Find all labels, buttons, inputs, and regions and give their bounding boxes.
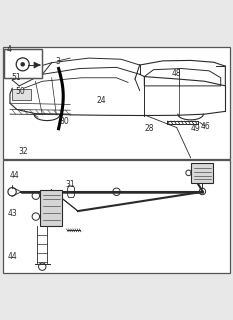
Text: 46: 46 — [201, 122, 211, 131]
Bar — [191, 163, 213, 183]
Text: 48: 48 — [172, 69, 182, 78]
Circle shape — [21, 62, 25, 67]
Bar — [4, 49, 42, 78]
Bar — [4, 49, 42, 78]
Text: 43: 43 — [8, 209, 17, 218]
Text: 44: 44 — [10, 171, 20, 180]
Text: 28: 28 — [144, 124, 154, 133]
Text: 51: 51 — [11, 73, 21, 82]
Bar — [3, 46, 230, 159]
Text: 30: 30 — [60, 117, 69, 126]
Bar — [4, 49, 42, 78]
Bar — [3, 46, 230, 159]
Text: 32: 32 — [18, 148, 28, 156]
Text: 24: 24 — [97, 96, 106, 105]
Bar — [3, 160, 230, 274]
Text: 44: 44 — [8, 252, 17, 260]
Text: 50: 50 — [16, 87, 25, 96]
Text: 31: 31 — [65, 180, 75, 189]
Bar — [3, 160, 230, 274]
Bar — [41, 190, 62, 226]
Bar — [12, 89, 31, 100]
Text: 4: 4 — [7, 45, 11, 54]
Text: 49: 49 — [191, 124, 200, 133]
Text: 3: 3 — [55, 57, 60, 66]
